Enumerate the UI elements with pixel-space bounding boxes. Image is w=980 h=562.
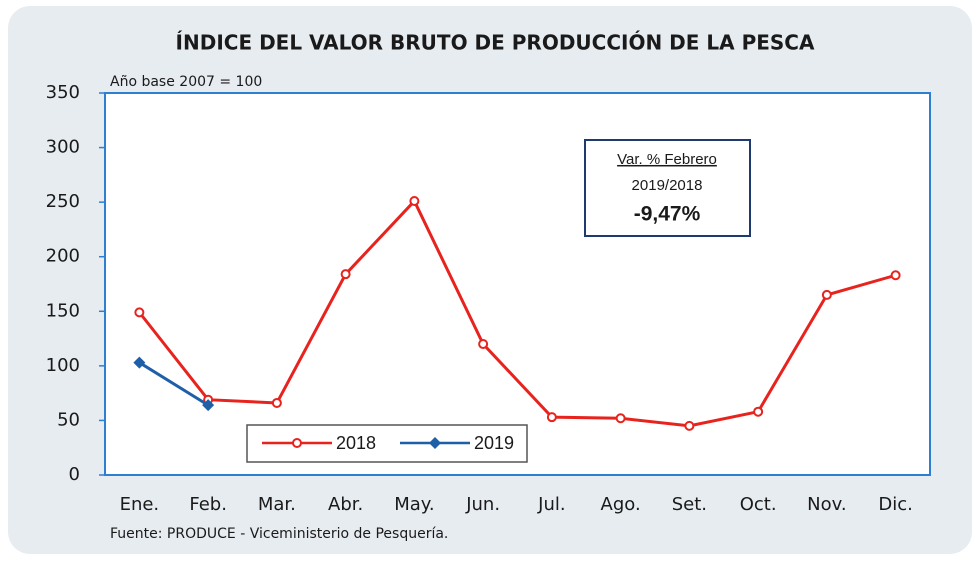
x-tick-label: Oct. [740, 494, 777, 515]
legend-label: 2019 [474, 433, 514, 453]
y-tick-label: 150 [46, 300, 80, 321]
x-tick-label: Jul. [537, 494, 565, 515]
x-tick-label: Ago. [601, 494, 641, 515]
y-tick-label: 350 [46, 82, 80, 103]
x-tick-label: Abr. [328, 494, 363, 515]
point [753, 406, 764, 417]
y-tick-label: 100 [46, 355, 80, 376]
x-tick-label: Mar. [258, 494, 296, 515]
x-tick-label: May. [394, 494, 434, 515]
point [133, 356, 146, 369]
chart-title: ÍNDICE DEL VALOR BRUTO DE PRODUCCIÓN DE … [176, 31, 815, 55]
x-tick-label: Feb. [189, 494, 227, 515]
plot-area [104, 92, 931, 476]
point [202, 399, 215, 412]
point [271, 397, 282, 408]
series-line [138, 198, 897, 428]
point [615, 413, 626, 424]
point [409, 196, 420, 207]
x-tick-label: Dic. [878, 494, 912, 515]
series-line [138, 361, 209, 407]
y-tick-label: 200 [46, 246, 80, 267]
legend-label: 2018 [336, 433, 376, 453]
annotation-box [584, 139, 751, 237]
point [821, 289, 832, 300]
point [478, 339, 489, 350]
y-tick-label: 0 [69, 464, 80, 485]
y-tick-label: 50 [57, 409, 80, 430]
x-tick-label: Ene. [120, 494, 160, 515]
subtitle: Año base 2007 = 100 [110, 74, 262, 90]
annotation-period: 2019/2018 [632, 177, 703, 194]
legend-marker [292, 438, 302, 448]
x-tick-label: Jun. [465, 494, 500, 515]
legend-marker [429, 437, 441, 449]
y-tick-label: 300 [46, 137, 80, 158]
x-tick-label: Nov. [807, 494, 846, 515]
point [340, 269, 351, 280]
annotation-label: Var. % Febrero [617, 151, 717, 168]
x-tick-label: Set. [672, 494, 707, 515]
point [890, 270, 901, 281]
y-tick-label: 250 [46, 191, 80, 212]
point [134, 307, 145, 318]
point [546, 412, 557, 423]
source: Fuente: PRODUCE - Viceministerio de Pesq… [110, 526, 448, 542]
point [684, 420, 695, 431]
annotation-value: -9,47% [634, 203, 701, 226]
